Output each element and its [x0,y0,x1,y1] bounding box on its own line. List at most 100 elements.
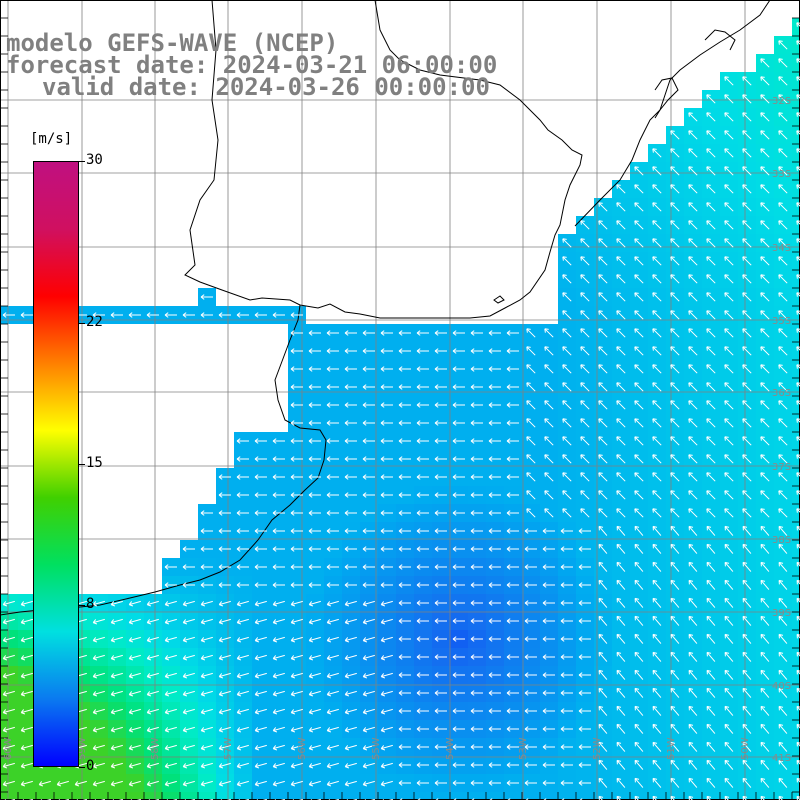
wind-arrow [344,492,357,498]
wind-arrow [760,687,770,698]
wind-arrow [254,474,267,480]
wind-arrow [470,384,483,390]
wind-arrow [362,384,375,390]
wind-arrow [706,633,716,644]
wind-arrow [272,762,285,769]
longitude-label: 60W [3,737,14,760]
wind-arrow [796,292,800,297]
wind-arrow [634,579,644,590]
wind-arrow [724,454,734,464]
wind-arrow [398,600,411,606]
wind-arrow [398,492,411,498]
wind-arrow [778,274,788,284]
wind-arrow [470,618,483,624]
longitude-label: 55W [371,737,382,760]
wind-arrow [218,708,231,715]
wind-arrow [760,436,770,446]
wind-arrow [742,687,752,698]
wind-arrow [778,238,788,248]
wind-arrow [92,618,105,625]
wind-speed-cell [486,792,504,800]
wind-arrow [760,238,770,248]
wind-arrow [652,597,662,608]
wind-arrow [326,690,339,697]
wind-arrow [398,780,411,786]
wind-arrow [398,726,411,732]
wind-arrow [326,780,339,787]
wind-arrow [254,528,267,534]
wind-arrow [20,654,33,661]
wind-arrow [724,579,734,590]
wind-arrow [488,600,501,606]
wind-arrow [634,525,644,536]
wind-arrow [344,474,357,480]
wind-arrow [416,510,429,516]
wind-arrow [506,654,519,660]
wind-arrow [398,528,411,534]
wind-arrow [742,472,752,482]
wind-arrow [200,510,213,516]
wind-speed-cell [792,756,800,774]
wind-arrow [688,112,698,122]
wind-arrow [796,274,800,279]
wind-arrow [724,292,734,302]
wind-arrow [616,418,626,428]
wind-arrow [598,615,608,626]
wind-arrow [452,528,465,534]
wind-arrow [544,328,554,338]
wind-arrow [652,364,662,374]
wind-arrow [778,202,788,212]
wind-arrow [616,256,626,266]
wind-speed-cell [792,162,800,180]
wind-arrow [254,546,267,552]
wind-arrow [598,579,608,590]
wind-arrow [796,220,800,225]
wind-arrow [344,438,357,444]
wind-arrow [742,669,752,680]
colorbar-tick-mark [79,161,85,162]
wind-arrow [724,328,734,338]
wind-arrow [398,654,411,660]
wind-arrow [598,525,608,536]
wind-arrow [670,454,680,464]
wind-arrow [778,292,788,302]
wind-arrow [616,490,626,500]
wind-arrow [670,651,680,662]
wind-arrow [506,564,519,570]
wind-arrow [218,744,231,751]
wind-arrow [580,436,590,446]
colorbar-tick-mark [79,464,85,465]
wind-arrow [580,328,590,338]
wind-arrow [326,474,339,480]
wind-arrow [470,654,483,660]
wind-arrow [598,777,608,788]
wind-arrow [724,76,734,86]
wind-arrow [670,130,680,140]
wind-arrow [634,328,644,338]
wind-arrow [544,454,554,464]
wind-arrow [688,436,698,446]
wind-arrow [470,600,483,606]
wind-arrow [326,600,339,607]
wind-arrow [452,672,465,678]
wind-arrow [362,726,375,733]
wind-arrow [470,546,483,552]
wind-arrow [542,636,555,642]
wind-arrow [308,330,321,336]
wind-arrow [488,420,501,426]
wind-arrow [652,723,662,734]
wind-arrow [562,364,572,374]
wind-arrow [488,672,501,678]
wind-arrow [200,618,213,625]
wind-arrow [560,564,573,570]
wind-arrow [706,310,716,320]
wind-arrow [634,561,644,572]
wind-arrow [598,633,608,644]
wind-speed-cell [792,198,800,216]
wind-arrow [488,564,501,570]
wind-arrow [182,546,195,552]
wind-arrow [778,364,788,374]
wind-arrow [778,472,788,482]
wind-arrow [434,528,447,534]
wind-arrow [380,474,393,480]
